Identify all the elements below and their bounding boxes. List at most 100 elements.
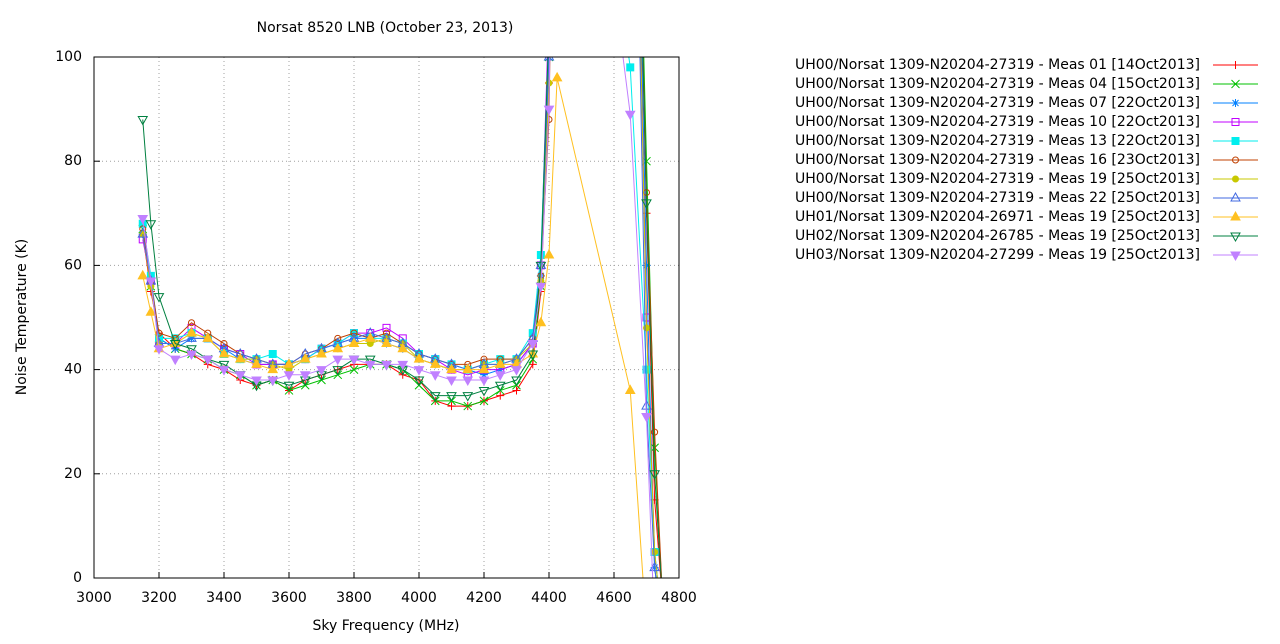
legend-label: UH00/Norsat 1309-N20204-27319 - Meas 01 … xyxy=(795,57,1200,73)
marker xyxy=(397,342,409,353)
marker xyxy=(153,293,165,303)
marker xyxy=(137,215,149,225)
marker xyxy=(447,402,456,411)
marker xyxy=(413,353,425,363)
marker xyxy=(478,376,490,387)
y-tick-label: 0 xyxy=(73,570,82,586)
marker xyxy=(169,355,181,366)
marker xyxy=(145,220,157,230)
x-tick-label: 4800 xyxy=(661,590,697,606)
marker xyxy=(429,358,441,368)
marker xyxy=(332,355,344,366)
marker xyxy=(651,548,659,556)
marker xyxy=(186,327,197,337)
marker xyxy=(350,329,358,337)
marker xyxy=(462,376,474,387)
marker xyxy=(267,376,279,387)
marker xyxy=(1231,118,1240,126)
y-tick-label: 20 xyxy=(64,466,82,482)
chart-title: Norsat 8520 LNB (October 23, 2013) xyxy=(257,20,514,36)
marker xyxy=(494,371,506,381)
plot-area xyxy=(137,57,663,578)
marker xyxy=(186,332,197,342)
x-tick-label: 4400 xyxy=(531,590,567,606)
marker xyxy=(446,376,457,387)
marker xyxy=(382,323,391,332)
marker xyxy=(535,316,547,327)
marker xyxy=(642,261,651,270)
marker xyxy=(145,277,157,288)
marker xyxy=(332,342,344,353)
marker xyxy=(413,376,425,387)
marker xyxy=(624,384,636,394)
marker xyxy=(364,360,376,371)
marker xyxy=(381,360,392,371)
marker xyxy=(283,381,295,392)
x-tick-label: 4200 xyxy=(466,590,502,606)
marker xyxy=(1231,99,1240,107)
marker xyxy=(234,371,246,381)
marker xyxy=(479,396,489,406)
marker xyxy=(137,116,149,126)
legend-label: UH00/Norsat 1309-N20204-27319 - Meas 04 … xyxy=(795,76,1200,92)
marker xyxy=(153,345,165,355)
legend-label: UH00/Norsat 1309-N20204-27319 - Meas 22 … xyxy=(795,190,1200,206)
marker xyxy=(1231,137,1240,145)
marker xyxy=(446,363,457,374)
x-tick-label: 3400 xyxy=(206,590,242,606)
x-axis-label: Sky Frequency (MHz) xyxy=(313,618,460,634)
y-tick-label: 60 xyxy=(64,257,82,273)
marker xyxy=(429,392,441,402)
marker xyxy=(169,340,181,350)
axis-frame xyxy=(93,56,680,579)
legend-label: UH00/Norsat 1309-N20204-27319 - Meas 16 … xyxy=(795,152,1200,168)
y-tick-label: 40 xyxy=(64,362,82,378)
legend-label: UH00/Norsat 1309-N20204-27319 - Meas 19 … xyxy=(795,171,1200,187)
marker xyxy=(463,401,473,411)
x-tick-label: 4000 xyxy=(401,590,437,606)
marker xyxy=(626,63,635,72)
marker xyxy=(494,381,506,392)
marker xyxy=(478,363,490,374)
marker xyxy=(1230,191,1241,202)
marker xyxy=(624,110,636,121)
marker xyxy=(381,337,392,348)
marker xyxy=(511,376,522,387)
marker xyxy=(480,370,488,379)
marker xyxy=(494,358,506,368)
x-tick-label: 3000 xyxy=(76,590,112,606)
marker xyxy=(186,350,197,360)
marker xyxy=(218,347,230,358)
legend-label: UH00/Norsat 1309-N20204-27319 - Meas 13 … xyxy=(795,133,1200,149)
marker xyxy=(267,363,279,374)
marker xyxy=(512,386,521,395)
marker xyxy=(145,306,157,316)
y-tick-label: 80 xyxy=(64,153,82,169)
marker xyxy=(348,355,360,366)
marker xyxy=(316,347,327,358)
marker xyxy=(283,371,295,381)
x-tick-label: 3800 xyxy=(336,590,372,606)
marker xyxy=(364,355,376,366)
legend-label: UH00/Norsat 1309-N20204-27319 - Meas 07 … xyxy=(795,95,1200,111)
marker xyxy=(1231,79,1240,89)
legend-label: UH02/Norsat 1309-N20204-26785 - Meas 19 … xyxy=(795,228,1200,244)
marker xyxy=(1232,175,1239,183)
marker xyxy=(535,282,547,293)
marker xyxy=(527,340,539,350)
marker xyxy=(234,353,246,363)
legend-label: UH03/Norsat 1309-N20204-27299 - Meas 19 … xyxy=(795,247,1200,263)
marker xyxy=(202,332,214,342)
marker xyxy=(649,470,660,480)
marker xyxy=(348,337,360,348)
marker xyxy=(299,371,311,381)
marker xyxy=(1230,210,1241,221)
marker xyxy=(220,340,228,348)
marker xyxy=(334,334,342,342)
y-tick-label: 100 xyxy=(55,49,82,65)
marker xyxy=(429,371,441,381)
marker xyxy=(462,363,474,374)
x-tick-label: 3200 xyxy=(141,590,177,606)
